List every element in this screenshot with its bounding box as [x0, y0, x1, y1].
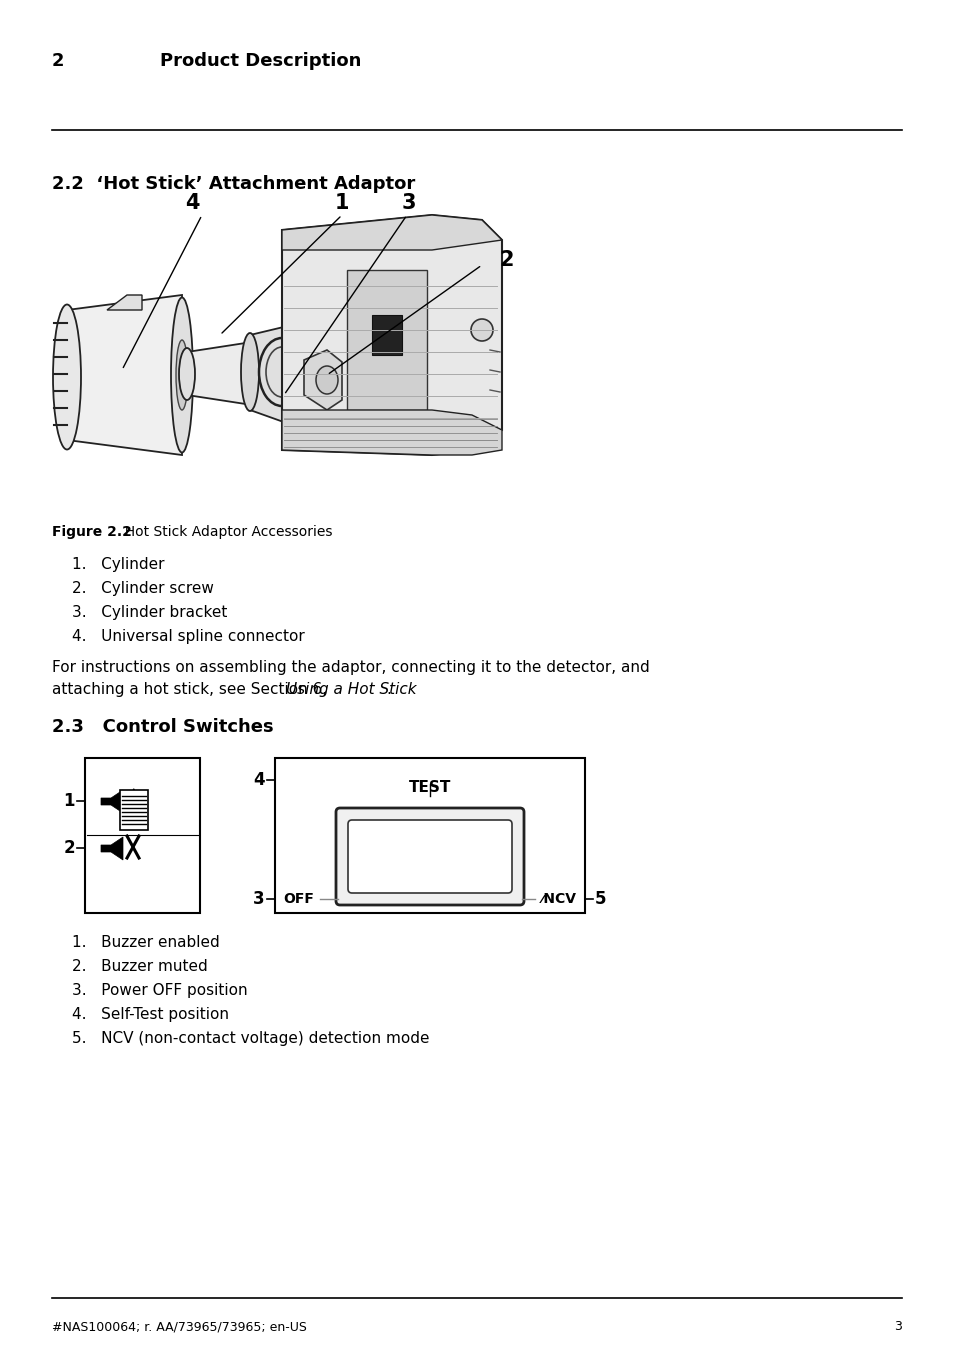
Text: attaching a hot stick, see Section 6,: attaching a hot stick, see Section 6,: [52, 682, 332, 697]
Text: TEST: TEST: [409, 780, 451, 795]
Text: 5: 5: [595, 890, 606, 909]
Bar: [274, 758, 584, 913]
Text: 2.   Buzzer muted: 2. Buzzer muted: [71, 959, 208, 974]
FancyBboxPatch shape: [348, 821, 512, 894]
Text: 2: 2: [498, 250, 513, 269]
Text: 1.   Buzzer enabled: 1. Buzzer enabled: [71, 936, 219, 951]
Polygon shape: [107, 295, 142, 310]
Text: 2.   Cylinder screw: 2. Cylinder screw: [71, 581, 213, 596]
Polygon shape: [250, 325, 307, 425]
Polygon shape: [67, 295, 182, 455]
Text: 3: 3: [253, 890, 265, 909]
Text: For instructions on assembling the adaptor, connecting it to the detector, and: For instructions on assembling the adapt…: [52, 659, 649, 676]
Bar: [120, 789, 148, 830]
Text: Hot Stick Adaptor Accessories: Hot Stick Adaptor Accessories: [116, 525, 333, 539]
Text: 2.2  ‘Hot Stick’ Attachment Adaptor: 2.2 ‘Hot Stick’ Attachment Adaptor: [52, 175, 415, 194]
Polygon shape: [282, 410, 501, 455]
Text: 2: 2: [52, 51, 65, 70]
FancyBboxPatch shape: [335, 808, 523, 904]
Text: 1.   Cylinder: 1. Cylinder: [71, 556, 164, 571]
Text: 1: 1: [64, 792, 75, 810]
Text: 2: 2: [63, 839, 75, 857]
Text: 3.   Power OFF position: 3. Power OFF position: [71, 983, 248, 998]
Text: OFF: OFF: [283, 892, 314, 906]
Ellipse shape: [171, 298, 193, 452]
Text: 4: 4: [185, 194, 199, 213]
Bar: [372, 315, 401, 355]
Text: 4: 4: [253, 770, 265, 789]
Text: #NAS100064; r. AA/73965/73965; en-US: #NAS100064; r. AA/73965/73965; en-US: [52, 1320, 307, 1332]
Ellipse shape: [53, 305, 81, 450]
Bar: [85, 758, 200, 913]
Text: 4.   Self-Test position: 4. Self-Test position: [71, 1007, 229, 1022]
Text: 3.   Cylinder bracket: 3. Cylinder bracket: [71, 605, 227, 620]
Text: 5.   NCV (non-contact voltage) detection mode: 5. NCV (non-contact voltage) detection m…: [71, 1030, 429, 1047]
Text: 3: 3: [401, 194, 416, 213]
Text: .: .: [386, 682, 391, 697]
Text: 4.   Universal spline connector: 4. Universal spline connector: [71, 630, 304, 645]
Text: 2.3   Control Switches: 2.3 Control Switches: [52, 718, 274, 737]
Polygon shape: [101, 789, 123, 812]
Polygon shape: [282, 215, 501, 250]
Ellipse shape: [241, 333, 258, 412]
Polygon shape: [304, 349, 341, 410]
Text: ⁄NCV: ⁄NCV: [541, 892, 577, 906]
Text: Using a Hot Stick: Using a Hot Stick: [285, 682, 416, 697]
Text: Product Description: Product Description: [160, 51, 361, 70]
Polygon shape: [101, 837, 123, 860]
Ellipse shape: [315, 366, 337, 394]
Ellipse shape: [175, 340, 188, 410]
Text: 1: 1: [335, 194, 349, 213]
Ellipse shape: [245, 344, 258, 402]
Text: 3: 3: [893, 1320, 901, 1332]
Ellipse shape: [179, 348, 194, 399]
Polygon shape: [187, 343, 252, 405]
Bar: [347, 269, 427, 410]
Ellipse shape: [471, 320, 493, 341]
Text: Figure 2.2: Figure 2.2: [52, 525, 132, 539]
Polygon shape: [282, 215, 501, 455]
